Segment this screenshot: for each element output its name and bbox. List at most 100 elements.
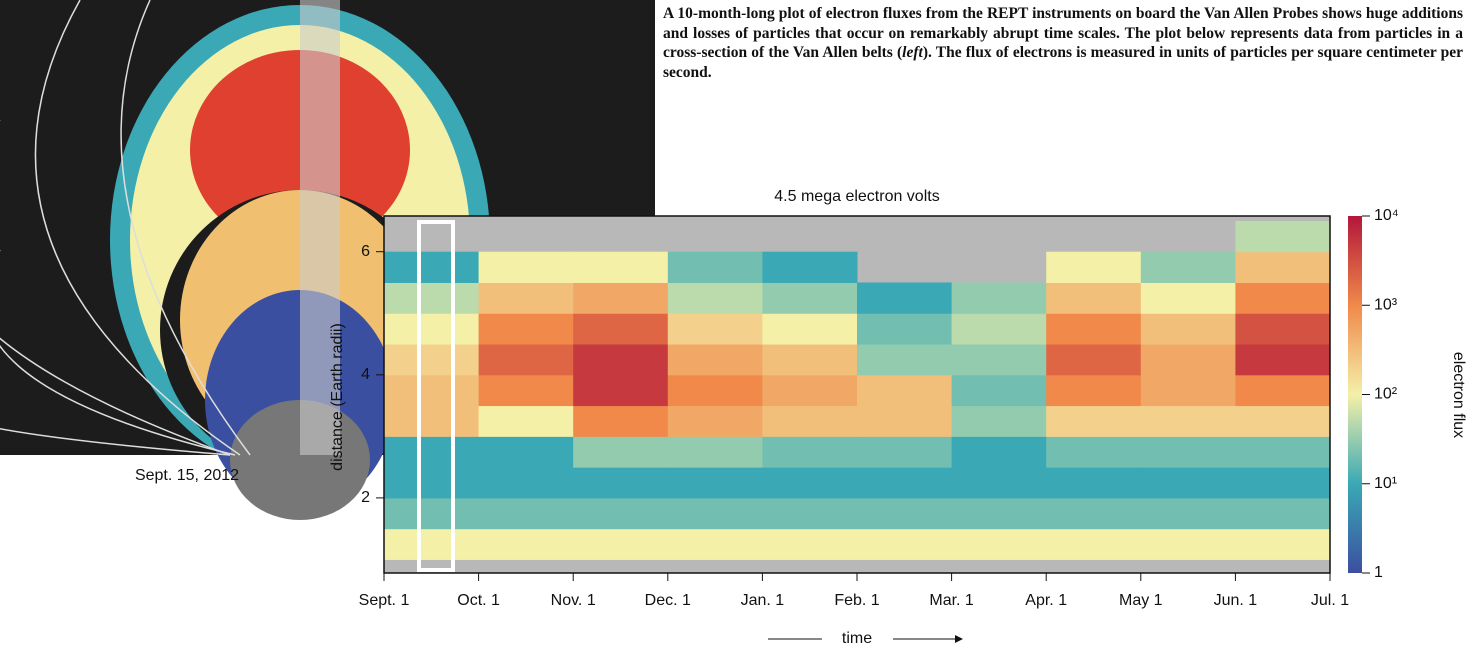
heatmap-cell	[479, 313, 574, 344]
heatmap-cell	[573, 529, 668, 560]
heatmap-cell	[1141, 498, 1236, 529]
heatmap-cell	[668, 252, 763, 283]
x-tick-label: Feb. 1	[834, 592, 879, 609]
heatmap-cell	[1141, 344, 1236, 375]
colorbar-tick-label: 1	[1374, 564, 1383, 581]
heatmap-cell	[762, 252, 857, 283]
page: Sept. 15, 2012 246Sept. 1Oct. 1Nov. 1Dec…	[0, 0, 1475, 652]
heatmap-cell	[384, 252, 479, 283]
heatmap-cell	[952, 282, 1047, 313]
heatmap-cell	[952, 529, 1047, 560]
heatmap-cell	[479, 467, 574, 498]
heatmap-cell	[762, 313, 857, 344]
heatmap-cell	[762, 529, 857, 560]
chart: Sept. 15, 2012 246Sept. 1Oct. 1Nov. 1Dec…	[0, 0, 1475, 652]
x-tick-label: Oct. 1	[457, 592, 500, 609]
x-tick-label: Sept. 1	[359, 592, 410, 609]
heatmap-cell	[1235, 498, 1330, 529]
heatmap-cell	[573, 252, 668, 283]
heatmap-cell	[1141, 406, 1236, 437]
heatmap-cell	[384, 498, 479, 529]
heatmap-cell	[573, 467, 668, 498]
heatmap-cell	[1046, 375, 1141, 406]
heatmap-cell	[1235, 313, 1330, 344]
heatmap-cell	[1046, 313, 1141, 344]
heatmap-cell	[384, 282, 479, 313]
heatmap-cell	[857, 406, 952, 437]
heatmap-cell	[1235, 221, 1330, 252]
heatmap-cell	[952, 436, 1047, 467]
heatmap-cell	[857, 436, 952, 467]
heatmap-cell	[1235, 529, 1330, 560]
heatmap-cell	[952, 498, 1047, 529]
description: A 10-month-long plot of electron fluxes …	[663, 4, 1463, 82]
colorbar	[1348, 216, 1362, 573]
heatmap-cell	[762, 406, 857, 437]
heatmap-cell	[762, 498, 857, 529]
description-italic: left	[902, 44, 923, 61]
heatmap-cell	[1046, 344, 1141, 375]
heatmap-cell	[479, 375, 574, 406]
heatmap-cell	[1235, 282, 1330, 313]
colorbar-tick-label: 10¹	[1374, 475, 1397, 492]
heatmap-cell	[952, 375, 1047, 406]
heatmap-cell	[762, 467, 857, 498]
arrow-head	[955, 635, 963, 643]
heatmap-cell	[762, 375, 857, 406]
y-tick-label: 2	[361, 489, 370, 506]
heatmap-cell	[952, 313, 1047, 344]
x-axis-label: time	[842, 630, 872, 647]
heatmap-cell	[1141, 282, 1236, 313]
x-tick-label: Apr. 1	[1025, 592, 1067, 609]
heatmap-cell	[479, 282, 574, 313]
heatmap-cell	[1235, 406, 1330, 437]
heatmap-cell	[1046, 406, 1141, 437]
x-tick-label: Dec. 1	[645, 592, 691, 609]
heatmap-cell	[857, 313, 952, 344]
heatmap-cell	[1046, 282, 1141, 313]
heatmap-cell	[762, 282, 857, 313]
heatmap-cell	[384, 529, 479, 560]
heatmap-cell	[1235, 252, 1330, 283]
heatmap-cell	[384, 436, 479, 467]
heatmap-cell	[857, 529, 952, 560]
colorbar-label: electron flux	[1450, 352, 1467, 438]
heatmap-cell	[668, 406, 763, 437]
x-tick-label: Jun. 1	[1214, 592, 1258, 609]
heatmap-cell	[762, 344, 857, 375]
heatmap-cell	[573, 436, 668, 467]
heatmap-cell	[1141, 529, 1236, 560]
heatmap-cell	[384, 313, 479, 344]
heatmap-cell	[479, 498, 574, 529]
heatmap-cell	[952, 406, 1047, 437]
heatmap-cell	[384, 344, 479, 375]
heatmap-cell	[573, 313, 668, 344]
heatmap-cell	[857, 375, 952, 406]
heatmap-cell	[1046, 529, 1141, 560]
heatmap-cell	[384, 406, 479, 437]
colorbar-tick-label: 10²	[1374, 386, 1398, 403]
chart-title: 4.5 mega electron volts	[774, 188, 939, 205]
x-tick-label: May 1	[1119, 592, 1163, 609]
heatmap-cell	[1235, 375, 1330, 406]
heatmap-cell	[1141, 252, 1236, 283]
heatmap-cell	[1046, 498, 1141, 529]
heatmap-cell	[479, 529, 574, 560]
heatmap-cell	[1141, 375, 1236, 406]
y-tick-label: 4	[361, 366, 370, 383]
heatmap-cell	[1141, 313, 1236, 344]
heatmap-cell	[384, 467, 479, 498]
heatmap-cell	[1141, 436, 1236, 467]
heatmap-cell	[1235, 467, 1330, 498]
heatmap-cell	[857, 344, 952, 375]
heatmap-cell	[668, 467, 763, 498]
x-tick-label: Jan. 1	[741, 592, 785, 609]
heatmap-cell	[479, 406, 574, 437]
heatmap-cell	[857, 467, 952, 498]
heatmap-cell	[573, 344, 668, 375]
colorbar-tick-label: 10⁴	[1374, 207, 1399, 224]
heatmap-cell	[573, 375, 668, 406]
heatmap-cell	[573, 282, 668, 313]
heatmap-cell	[573, 406, 668, 437]
heatmap-cell	[668, 436, 763, 467]
